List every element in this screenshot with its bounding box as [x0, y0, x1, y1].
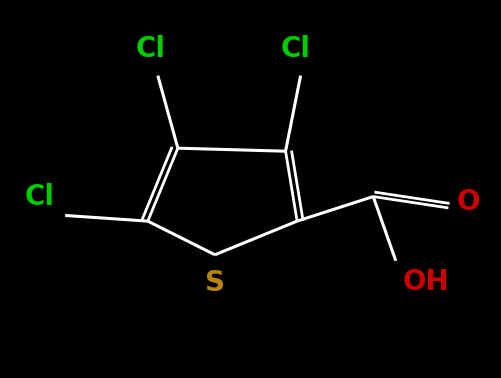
Text: S: S: [205, 269, 225, 297]
Text: Cl: Cl: [25, 183, 55, 211]
Text: Cl: Cl: [281, 35, 311, 63]
Text: OH: OH: [402, 268, 449, 296]
Text: Cl: Cl: [135, 35, 165, 63]
Text: O: O: [457, 188, 480, 216]
